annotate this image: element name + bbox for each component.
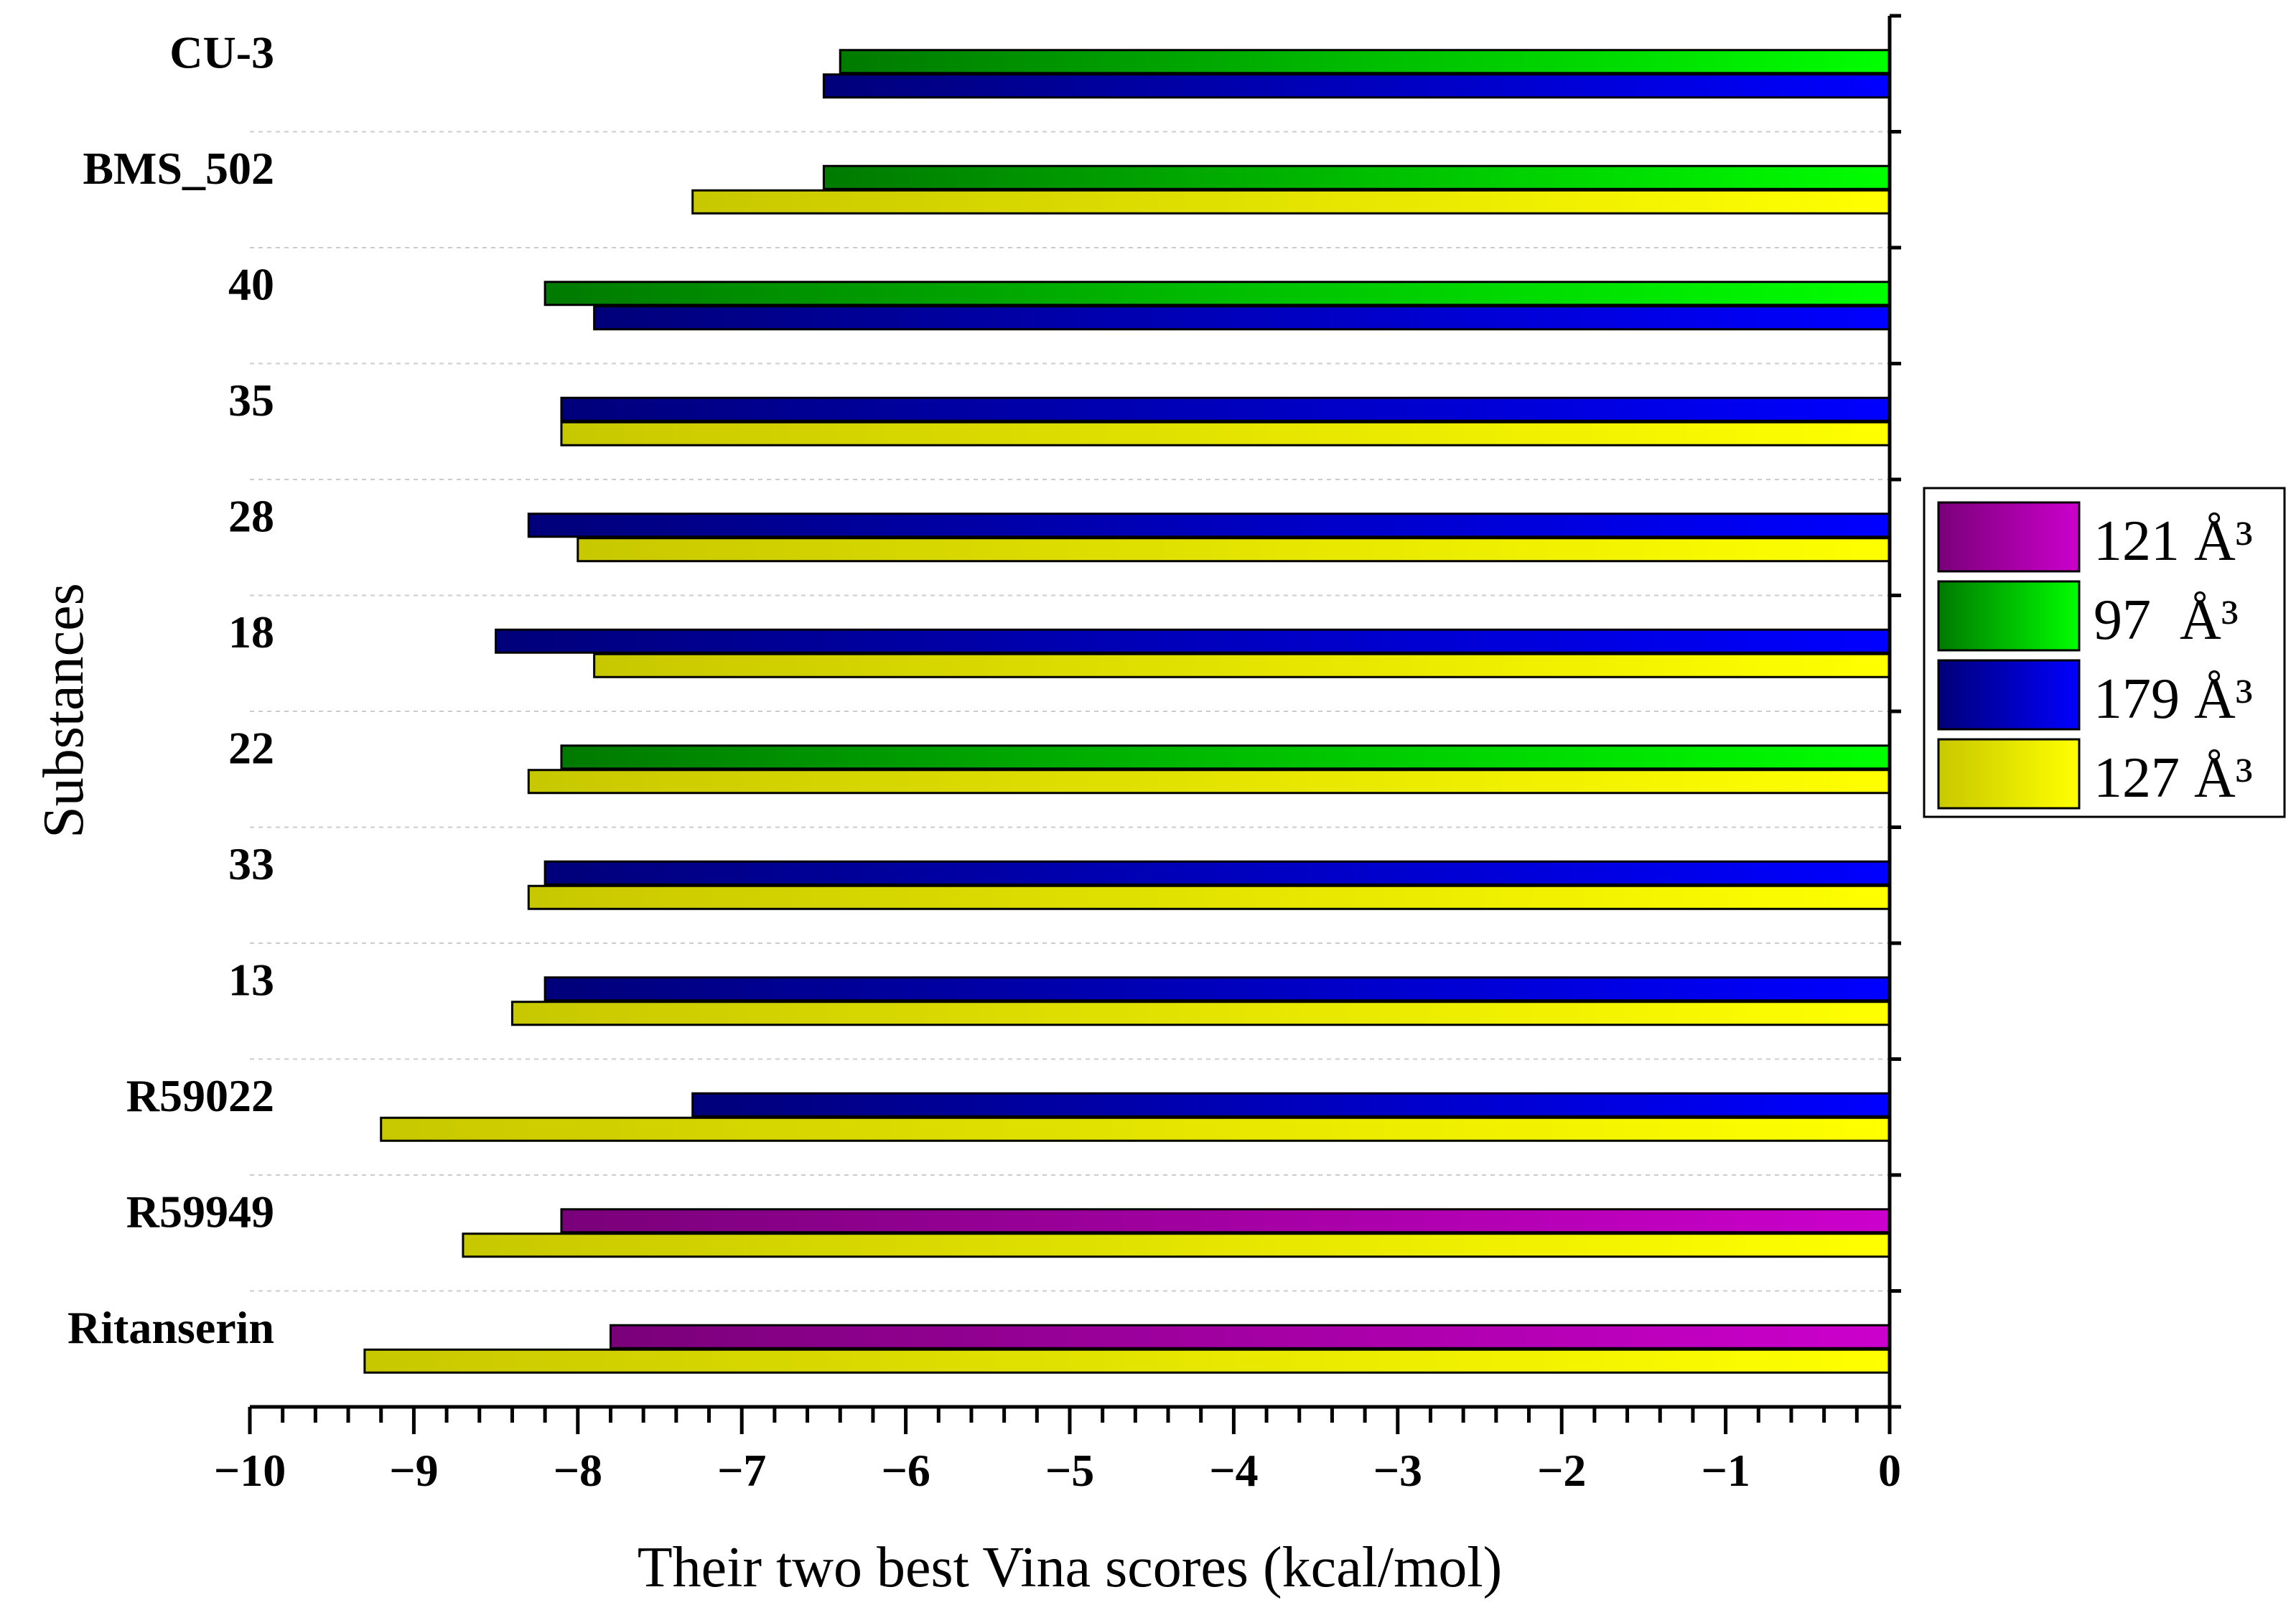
bar-ritanserin-2	[363, 1348, 1891, 1374]
x-tick-label: −2	[1537, 1445, 1586, 1496]
category-label: 40	[228, 259, 274, 310]
bar-bms-502-1	[822, 164, 1891, 190]
bar-cu-3-2	[822, 73, 1891, 99]
legend-label: 97 Å³	[2094, 589, 2239, 652]
legend-label: 121 Å³	[2094, 510, 2253, 573]
x-tick-label: −6	[881, 1445, 930, 1496]
category-label: 22	[228, 723, 274, 774]
bar-bms-502-2	[691, 189, 1891, 215]
legend-swatch	[1937, 501, 2081, 573]
bar-ritanserin-1	[609, 1324, 1891, 1349]
x-tick-label: −8	[554, 1445, 602, 1496]
bar-40-1	[543, 281, 1891, 306]
category-label: R59949	[126, 1187, 274, 1237]
bar-28-2	[577, 537, 1891, 563]
legend-swatch	[1937, 580, 2081, 652]
legend-swatch	[1937, 659, 2081, 731]
bar-22-2	[527, 769, 1891, 795]
x-tick-label: −3	[1373, 1445, 1422, 1496]
x-tick-label: −10	[214, 1445, 286, 1496]
bar-r59022-2	[380, 1116, 1891, 1142]
bar-r59949-2	[462, 1232, 1891, 1258]
bar-r59022-1	[691, 1092, 1891, 1118]
bar-13-1	[543, 976, 1891, 1002]
bar-33-2	[527, 884, 1891, 910]
category-labels: CU-3 BMS_502 40 35 28 18 22 33 13 R59022 R59949 Rit…	[67, 27, 274, 1353]
category-label: 18	[228, 607, 274, 657]
x-tick-label: −7	[717, 1445, 766, 1496]
bar-35-1	[560, 396, 1891, 422]
x-tick-label: 0	[1878, 1445, 1901, 1496]
bar-22-1	[560, 744, 1891, 770]
category-label: 13	[228, 955, 274, 1006]
bar-33-1	[543, 860, 1891, 886]
legend-swatch	[1937, 738, 2081, 810]
bar-35-2	[560, 421, 1891, 446]
x-tick-label: −4	[1209, 1445, 1258, 1496]
bar-18-2	[593, 652, 1891, 678]
category-label: 35	[228, 375, 274, 426]
category-label: Ritanserin	[67, 1302, 274, 1353]
bar-13-2	[510, 1001, 1891, 1026]
bar-28-1	[527, 513, 1891, 538]
bar-r59949-1	[560, 1208, 1891, 1234]
legend: 121 Å³ 97 Å³ 179 Å³ 127 Å³	[1923, 487, 2286, 818]
x-tick-label: −9	[389, 1445, 438, 1496]
category-label: CU-3	[169, 27, 274, 78]
category-label: R59022	[126, 1070, 274, 1121]
y-axis-title: Substances	[32, 583, 95, 838]
bar-18-1	[495, 628, 1891, 654]
x-tick-label: −5	[1045, 1445, 1094, 1496]
legend-label: 127 Å³	[2094, 747, 2253, 810]
x-axis-title: Their two best Vina scores (kcal/mol)	[638, 1536, 1503, 1599]
category-label: 33	[228, 838, 274, 889]
bar-cu-3-1	[839, 49, 1891, 75]
legend-label: 179 Å³	[2094, 668, 2253, 731]
category-label: BMS_502	[83, 143, 274, 194]
bar-40-2	[593, 305, 1891, 331]
x-tick-label: −1	[1701, 1445, 1750, 1496]
bars	[363, 49, 1891, 1374]
x-tick-labels: −10 −9 −8 −7 −6 −5 −4 −3 −2 −1 0	[214, 1445, 1901, 1496]
axes	[248, 14, 1901, 1434]
category-label: 28	[228, 491, 274, 542]
category-separators	[250, 131, 1890, 1292]
